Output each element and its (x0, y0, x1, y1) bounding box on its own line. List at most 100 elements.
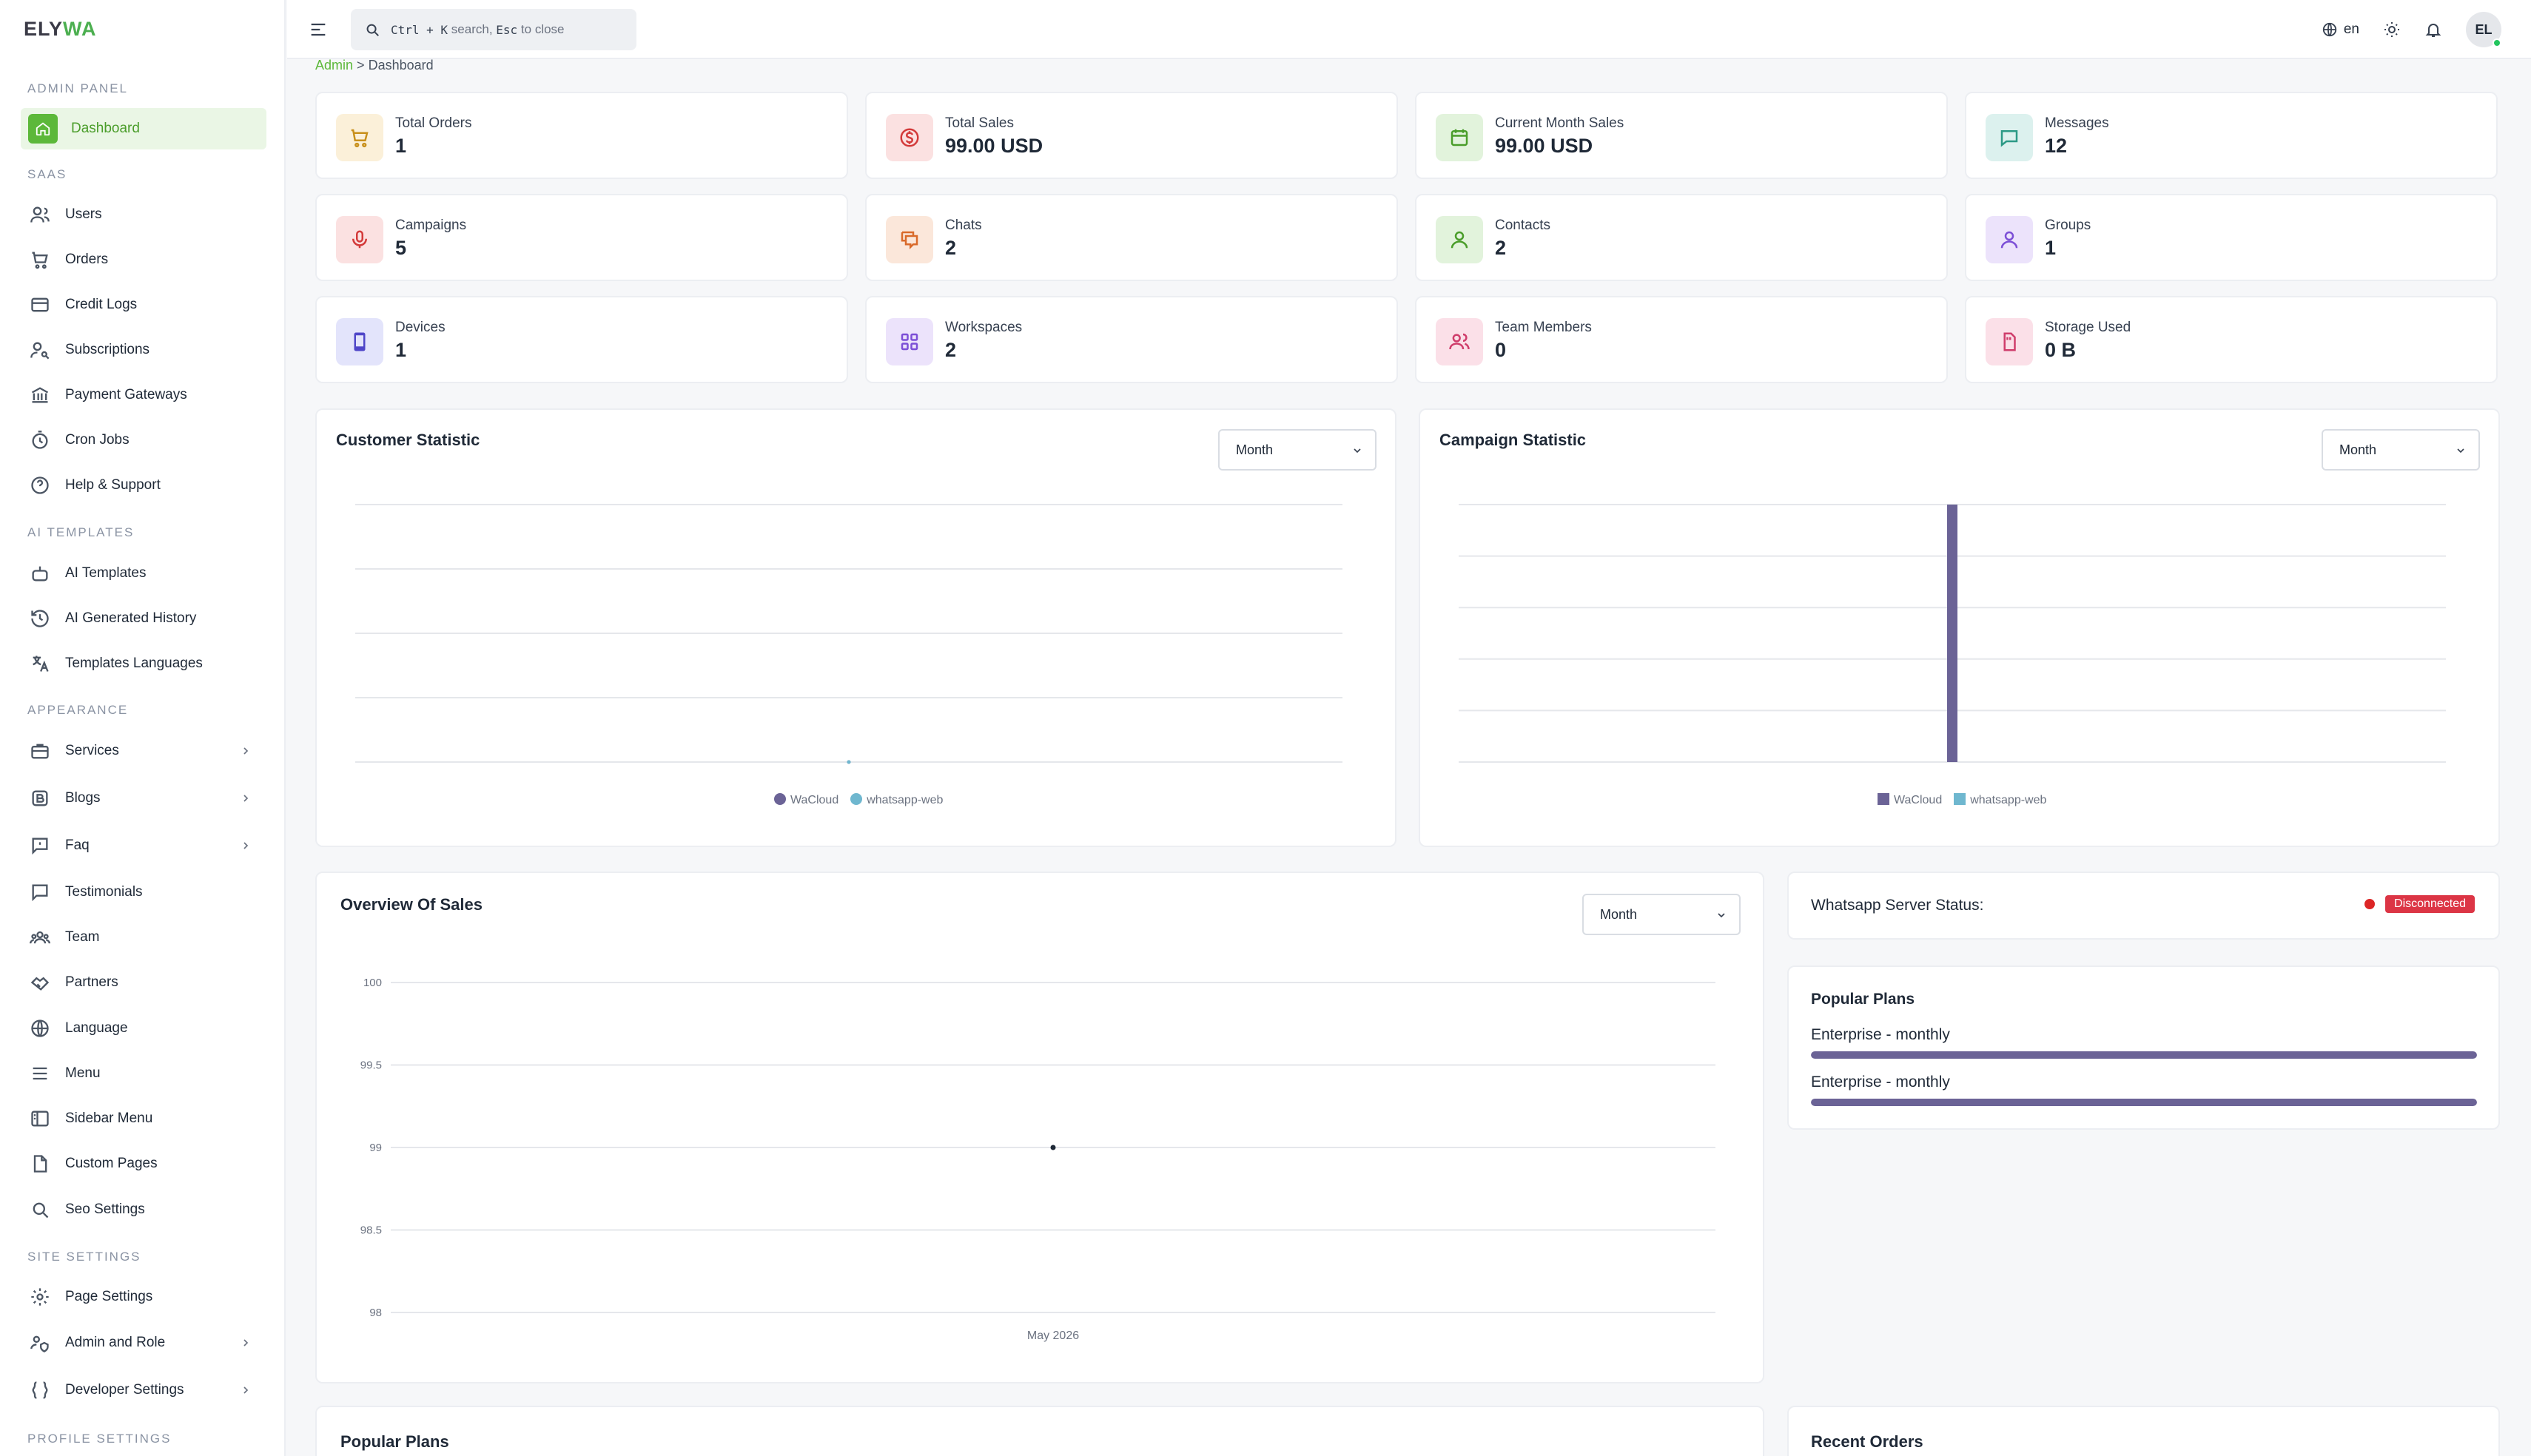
topbar: Ctrl + K search, Esc to close en EL (287, 0, 2531, 59)
customer-statistic-panel: Customer Statistic Month May 2026 WaClou… (315, 408, 1396, 847)
server-status-panel: Whatsapp Server Status: Disconnected (1787, 872, 2500, 940)
home-icon (28, 114, 58, 144)
sidebar-item-orders[interactable]: Orders (21, 239, 266, 280)
sidebar-item-admin-role[interactable]: Admin and Role (21, 1322, 266, 1364)
stat-value: 12 (2045, 135, 2068, 157)
sidebar-item-help-support[interactable]: Help & Support (21, 465, 266, 506)
customer-period-select[interactable]: Month (1218, 429, 1377, 471)
stat-label: Total Orders (395, 115, 472, 131)
timer-icon (32, 431, 48, 449)
sidebar-item-label: Seo Settings (65, 1201, 145, 1217)
legend-item-wacloud: WaCloud (1878, 793, 1942, 807)
briefcase-icon (31, 744, 49, 759)
status-dot (2364, 899, 2376, 909)
chevron-right-icon (243, 1339, 249, 1347)
blog-icon (32, 790, 48, 806)
sidebar-item-label: Cron Jobs (65, 432, 130, 448)
section-profile-settings: PROFILE SETTINGS (27, 1432, 172, 1446)
sidebar-item-cron-jobs[interactable]: Cron Jobs (21, 419, 266, 461)
stat-value: 1 (395, 135, 407, 157)
bell-icon[interactable] (2424, 21, 2442, 38)
sidebar-item-subscriptions[interactable]: Subscriptions (21, 329, 266, 371)
campaign-period-select[interactable]: Month (2322, 429, 2480, 471)
search-icon (366, 24, 379, 36)
search-icon (33, 1202, 49, 1219)
gear-icon (31, 1288, 49, 1306)
stat-card-current-month-sales: Current Month Sales 99.00 USD (1415, 92, 1948, 179)
dollar-icon (886, 114, 933, 161)
sidebar-item-label: Credit Logs (65, 297, 138, 312)
sidebar-toggle-icon[interactable] (308, 19, 329, 40)
customer-chart-legend: WaCloud whatsapp-web (774, 793, 943, 807)
sidebar-item-label: Dashboard (71, 121, 140, 136)
legend-item-whatsapp-web: whatsapp-web (850, 793, 943, 807)
sidebar-item-custom-pages[interactable]: Custom Pages (21, 1143, 266, 1184)
sidebar-item-language[interactable]: Language (21, 1008, 266, 1049)
sidebar-item-menu[interactable]: Menu (21, 1053, 266, 1094)
stat-value: 2 (945, 339, 957, 361)
breadcrumb: Admin > Dashboard (315, 58, 434, 73)
chevron-down-icon (2457, 448, 2464, 454)
stat-value: 2 (1495, 237, 1507, 259)
sidebar-item-services[interactable]: Services (21, 730, 266, 772)
team-members-icon (1436, 318, 1483, 365)
theme-toggle-sun-icon[interactable] (2383, 21, 2401, 38)
sidebar-item-team[interactable]: Team (21, 917, 266, 958)
stat-card-chats: Chats 2 (865, 194, 1398, 281)
stat-value: 1 (2045, 237, 2057, 259)
stat-value: 99.00 USD (1495, 135, 1593, 157)
status-badge: Disconnected (2385, 895, 2475, 913)
sidebar-item-ai-templates[interactable]: AI Templates (21, 553, 266, 594)
sidebar-item-partners[interactable]: Partners (21, 962, 266, 1003)
phone-device-icon (336, 318, 383, 365)
sidebar-item-label: Users (65, 206, 102, 222)
sidebar-item-developer-settings[interactable]: Developer Settings (21, 1369, 266, 1411)
sidebar-item-label: Partners (65, 974, 118, 990)
sidebar-item-users[interactable]: Users (21, 194, 266, 235)
popular-plans-side-panel: Popular Plans Enterprise - monthly Enter… (1787, 965, 2500, 1130)
plan-row: Enterprise - monthly (1811, 1026, 2477, 1059)
stat-label: Groups (2045, 218, 2091, 233)
sidebar-item-label: Blogs (65, 790, 101, 806)
sidebar-item-blogs[interactable]: Blogs (21, 778, 266, 819)
sidebar-item-seo-settings[interactable]: Seo Settings (21, 1189, 266, 1230)
sidebar-item-page-settings[interactable]: Page Settings (21, 1276, 266, 1318)
chevron-right-icon (243, 1386, 249, 1394)
plan-progress-bar (1811, 1051, 2477, 1059)
bar-wacloud (1947, 505, 1957, 762)
sidebar-item-ai-history[interactable]: AI Generated History (21, 598, 266, 639)
cart-icon (32, 252, 48, 269)
y-tick-label: 99.5 (360, 1059, 382, 1072)
bank-icon (31, 387, 49, 403)
language-switcher[interactable]: en (2322, 21, 2359, 38)
stat-label: Messages (2045, 115, 2109, 131)
breadcrumb-admin[interactable]: Admin (315, 58, 354, 73)
stat-card-devices: Devices 1 (315, 296, 848, 383)
sidebar-item-credit-logs[interactable]: Credit Logs (21, 284, 266, 326)
stat-card-total-orders: Total Orders 1 (315, 92, 848, 179)
sidebar-item-faq[interactable]: Faq (21, 825, 266, 866)
sidebar-item-testimonials[interactable]: Testimonials (21, 872, 266, 913)
sidebar-item-payment-gateways[interactable]: Payment Gateways (21, 374, 266, 416)
legend-item-whatsapp-web: whatsapp-web (1954, 793, 2046, 807)
robot-icon (32, 566, 48, 582)
app-logo[interactable]: ELYWA (24, 18, 97, 40)
stat-value: 0 B (2045, 339, 2077, 361)
sales-period-select[interactable]: Month (1582, 894, 1741, 935)
help-icon (31, 476, 49, 494)
search-input[interactable]: Ctrl + K search, Esc to close (351, 9, 636, 50)
select-value: Month (1236, 442, 1274, 457)
sidebar-item-sidebar-menu[interactable]: Sidebar Menu (21, 1098, 266, 1139)
sidebar-item-label: Services (65, 743, 119, 758)
user-icon (1436, 216, 1483, 263)
section-appearance: APPEARANCE (27, 703, 129, 717)
sidebar-item-dashboard[interactable]: Dashboard (21, 108, 266, 149)
panel-title: Recent Orders (1811, 1432, 1923, 1451)
sidebar-item-templates-languages[interactable]: Templates Languages (21, 643, 266, 684)
stat-label: Contacts (1495, 218, 1550, 233)
search-hint-close: to close (520, 22, 565, 36)
sidebar-item-label: Menu (65, 1065, 101, 1081)
sidebar-item-label: Sidebar Menu (65, 1110, 153, 1126)
avatar[interactable]: EL (2466, 12, 2501, 47)
panel-title: Popular Plans (1811, 991, 1915, 1008)
